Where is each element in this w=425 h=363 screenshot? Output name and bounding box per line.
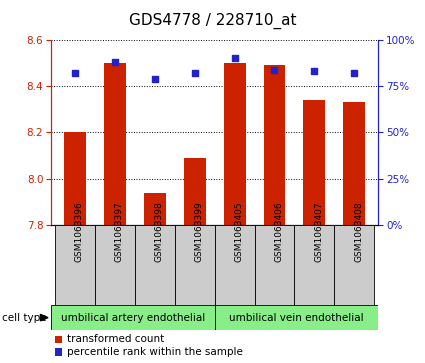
Point [151,76,158,82]
Text: GSM1063399: GSM1063399 [195,201,204,262]
Bar [144,193,166,225]
Bar [334,225,374,305]
Bar [215,305,378,330]
Bar [55,225,95,305]
Bar [51,305,215,330]
Bar [303,100,326,225]
Text: GSM1063398: GSM1063398 [155,201,164,262]
Bar [104,63,126,225]
Bar [343,102,365,225]
Text: GSM1063397: GSM1063397 [115,201,124,262]
Text: GSM1063407: GSM1063407 [314,201,323,262]
Point [231,56,238,61]
Bar [264,65,286,225]
Text: umbilical vein endothelial: umbilical vein endothelial [229,313,364,323]
Text: cell type: cell type [2,313,47,323]
Text: GSM1063408: GSM1063408 [354,201,363,262]
Point [271,67,278,73]
Point [111,59,118,65]
Bar [95,225,135,305]
Text: umbilical artery endothelial: umbilical artery endothelial [61,313,205,323]
Text: GSM1063406: GSM1063406 [275,201,283,262]
Point [351,70,358,76]
Point [191,70,198,76]
Text: GSM1063405: GSM1063405 [235,201,244,262]
Text: percentile rank within the sample: percentile rank within the sample [67,347,243,357]
Point [311,69,318,74]
Bar [175,225,215,305]
Bar [215,225,255,305]
Text: GSM1063396: GSM1063396 [75,201,84,262]
Bar [184,158,206,225]
Bar [135,225,175,305]
Bar [224,63,246,225]
Bar [255,225,295,305]
Text: transformed count: transformed count [67,334,164,344]
Bar [295,225,334,305]
Text: GDS4778 / 228710_at: GDS4778 / 228710_at [129,13,296,29]
Point [71,70,78,76]
Bar [64,132,86,225]
